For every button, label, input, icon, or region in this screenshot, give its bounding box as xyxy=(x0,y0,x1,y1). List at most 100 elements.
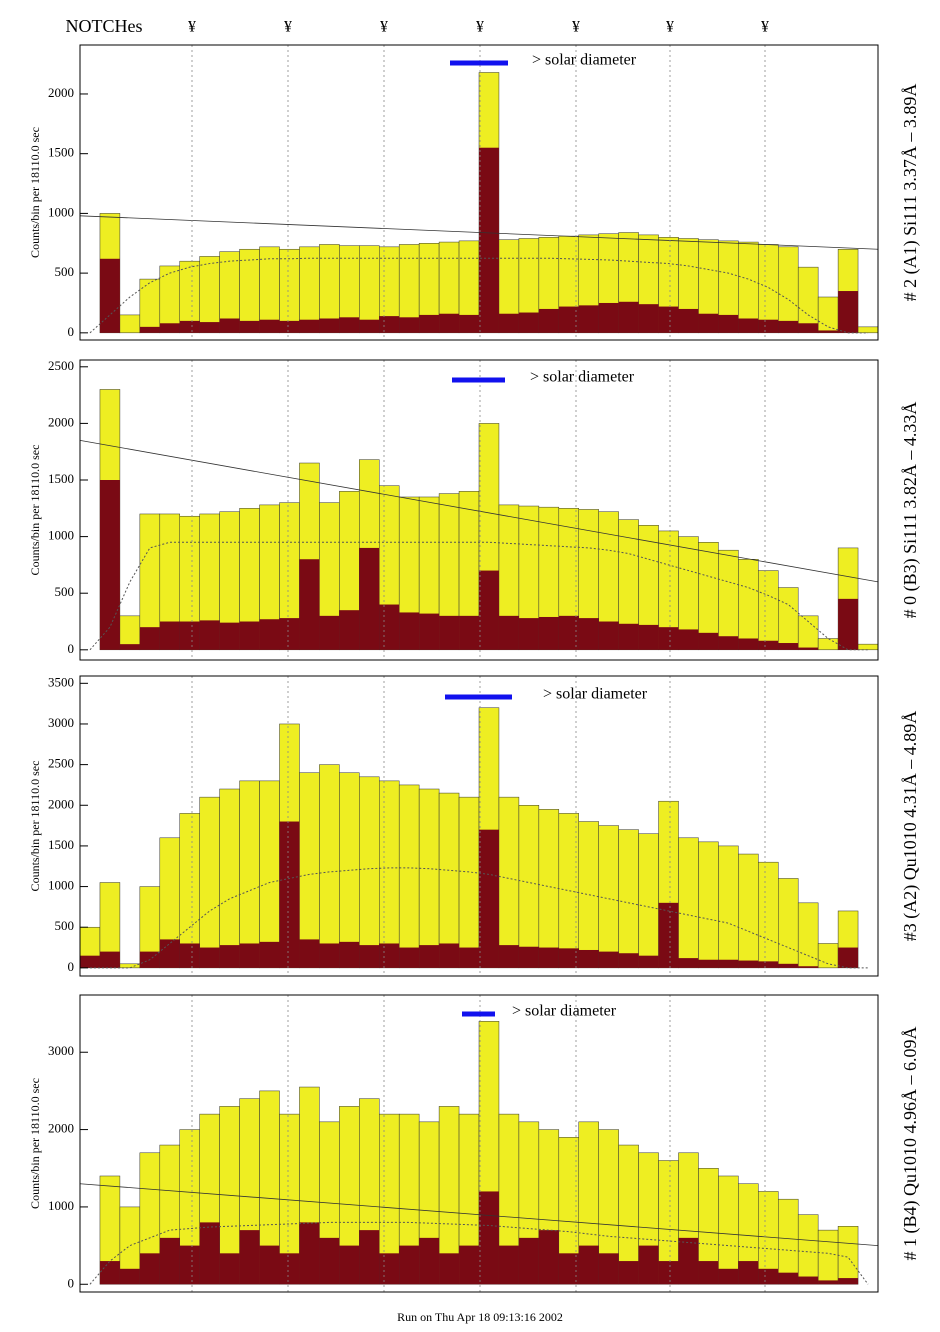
signal-bin xyxy=(239,320,260,333)
panel-label: # 0 (B3) Si111 3.82Å – 4.33Å xyxy=(900,402,921,619)
annotation: > solar diameter xyxy=(532,52,637,69)
y-tick-label: 3000 xyxy=(48,715,74,730)
y-tick-label: 500 xyxy=(55,584,75,599)
signal-bin xyxy=(778,1272,799,1285)
notch-symbol: ¥ xyxy=(380,19,388,36)
signal-bin xyxy=(738,318,759,333)
signal-bin xyxy=(299,1222,320,1285)
signal-bin xyxy=(718,314,739,333)
total-bin xyxy=(817,296,839,334)
notch-symbol: ¥ xyxy=(572,19,580,36)
signal-bin xyxy=(439,313,460,333)
signal-bin xyxy=(359,1230,380,1285)
signal-bin xyxy=(459,314,479,333)
total-bin xyxy=(797,266,819,334)
signal-bin xyxy=(219,318,240,333)
total-bin xyxy=(538,809,560,969)
total-bin xyxy=(438,792,460,969)
y-tick-label: 1000 xyxy=(48,528,74,543)
signal-bin xyxy=(179,320,200,333)
signal-bin xyxy=(99,480,120,650)
signal-bin xyxy=(139,627,160,650)
total-bin xyxy=(498,796,520,969)
total-bin xyxy=(817,638,839,651)
signal-bin xyxy=(179,621,200,650)
y-tick-label: 1000 xyxy=(48,1198,74,1213)
y-tick-label: 1500 xyxy=(48,471,74,486)
signal-bin xyxy=(399,612,420,650)
signal-bin xyxy=(498,1245,519,1285)
signal-bin xyxy=(678,629,699,650)
y-tick-label: 1500 xyxy=(48,145,74,160)
signal-bin xyxy=(558,306,579,333)
total-bin xyxy=(817,943,839,969)
signal-bin xyxy=(259,319,280,333)
signal-bin xyxy=(419,613,440,650)
signal-bin xyxy=(698,313,719,333)
signal-bin xyxy=(618,1261,639,1285)
signal-bin xyxy=(159,939,180,968)
signal-bin xyxy=(678,958,699,968)
fit-line xyxy=(79,1183,879,1246)
y-tick-label: 1000 xyxy=(48,878,74,893)
signal-bin xyxy=(219,622,240,650)
signal-bin xyxy=(838,291,859,333)
y-axis-label: Counts/bin per 18110.0 sec xyxy=(28,761,42,892)
signal-bin xyxy=(598,621,619,650)
y-tick-label: 1500 xyxy=(48,837,74,852)
signal-bin xyxy=(658,902,679,968)
y-tick-label: 0 xyxy=(68,324,75,339)
signal-bin xyxy=(658,1261,679,1285)
frame-border xyxy=(79,675,879,977)
signal-bin xyxy=(319,943,340,968)
signal-bin xyxy=(199,620,220,650)
signal-bin xyxy=(538,616,559,650)
signal-bin xyxy=(439,1253,460,1285)
total-bin xyxy=(698,841,719,969)
y-tick-label: 3500 xyxy=(48,674,74,689)
signal-bin xyxy=(778,320,799,333)
signal-bin xyxy=(518,312,539,333)
notch-symbol: ¥ xyxy=(666,19,674,36)
signal-bin xyxy=(758,319,779,333)
panel-label: # 2 (A1) Si111 3.37Å – 3.89Å xyxy=(900,84,921,302)
signal-bin xyxy=(379,604,400,650)
y-axis-label: Counts/bin per 18110.0 sec xyxy=(28,445,42,576)
annotation: > solar diameter xyxy=(512,1003,617,1020)
signal-bin xyxy=(139,326,160,333)
total-bin xyxy=(678,837,699,969)
signal-bin xyxy=(538,947,559,968)
total-bin xyxy=(778,878,799,969)
signal-bin xyxy=(598,302,619,333)
signal-bin xyxy=(319,615,340,650)
total-bin xyxy=(239,248,260,334)
signal-bin xyxy=(578,949,599,968)
y-tick-label: 0 xyxy=(68,1275,75,1290)
signal-bin xyxy=(219,1253,240,1285)
signal-bin xyxy=(718,1268,739,1285)
total-bin xyxy=(857,326,879,334)
total-bin xyxy=(359,776,380,969)
signal-bin xyxy=(638,624,659,650)
total-bin xyxy=(239,780,260,969)
total-bin xyxy=(718,845,739,969)
y-tick-label: 2000 xyxy=(48,796,74,811)
signal-bin xyxy=(498,313,519,333)
signal-bin xyxy=(658,306,679,333)
signal-bin xyxy=(778,963,799,968)
y-tick-label: 2500 xyxy=(48,358,74,373)
signal-bin xyxy=(239,1230,260,1285)
total-bin xyxy=(259,780,280,969)
signal-bin xyxy=(399,1245,420,1285)
signal-bin xyxy=(199,322,220,333)
signal-bin xyxy=(738,1261,759,1285)
model-curve xyxy=(89,867,869,969)
total-bin xyxy=(618,829,639,969)
signal-bin xyxy=(718,636,739,650)
signal-bin xyxy=(618,301,639,333)
signal-bin xyxy=(798,966,819,968)
signal-bin xyxy=(778,643,799,650)
signal-bin xyxy=(99,258,120,333)
signal-bin xyxy=(479,829,499,968)
signal-bin xyxy=(319,318,340,333)
